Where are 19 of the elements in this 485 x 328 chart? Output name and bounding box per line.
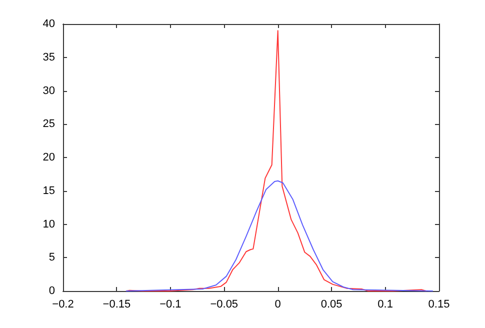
y-tick-label: 35: [42, 51, 55, 64]
y-tick-label: 5: [48, 252, 55, 264]
y-tick-label: 10: [42, 218, 55, 230]
x-tick-label: 0: [274, 298, 281, 310]
x-tick-label: 0.05: [320, 298, 342, 310]
x-tick-label: −0.05: [210, 298, 238, 310]
x-tick-label: 0.1: [378, 298, 393, 310]
y-tick-label: 15: [42, 184, 55, 197]
x-tick-label: −0.15: [102, 298, 131, 310]
line-series: [126, 180, 434, 292]
x-tick-label: −0.1: [160, 298, 182, 310]
y-tick-label: 40: [42, 18, 55, 30]
x-tick-label: −0.2: [52, 298, 74, 310]
y-tick-label: 20: [42, 152, 55, 164]
y-tick-label: 25: [42, 118, 55, 130]
y-tick-label: 30: [42, 84, 55, 97]
x-tick-label: 0.15: [428, 298, 450, 310]
y-tick-label: 0: [48, 285, 55, 297]
line-series: [126, 30, 427, 292]
